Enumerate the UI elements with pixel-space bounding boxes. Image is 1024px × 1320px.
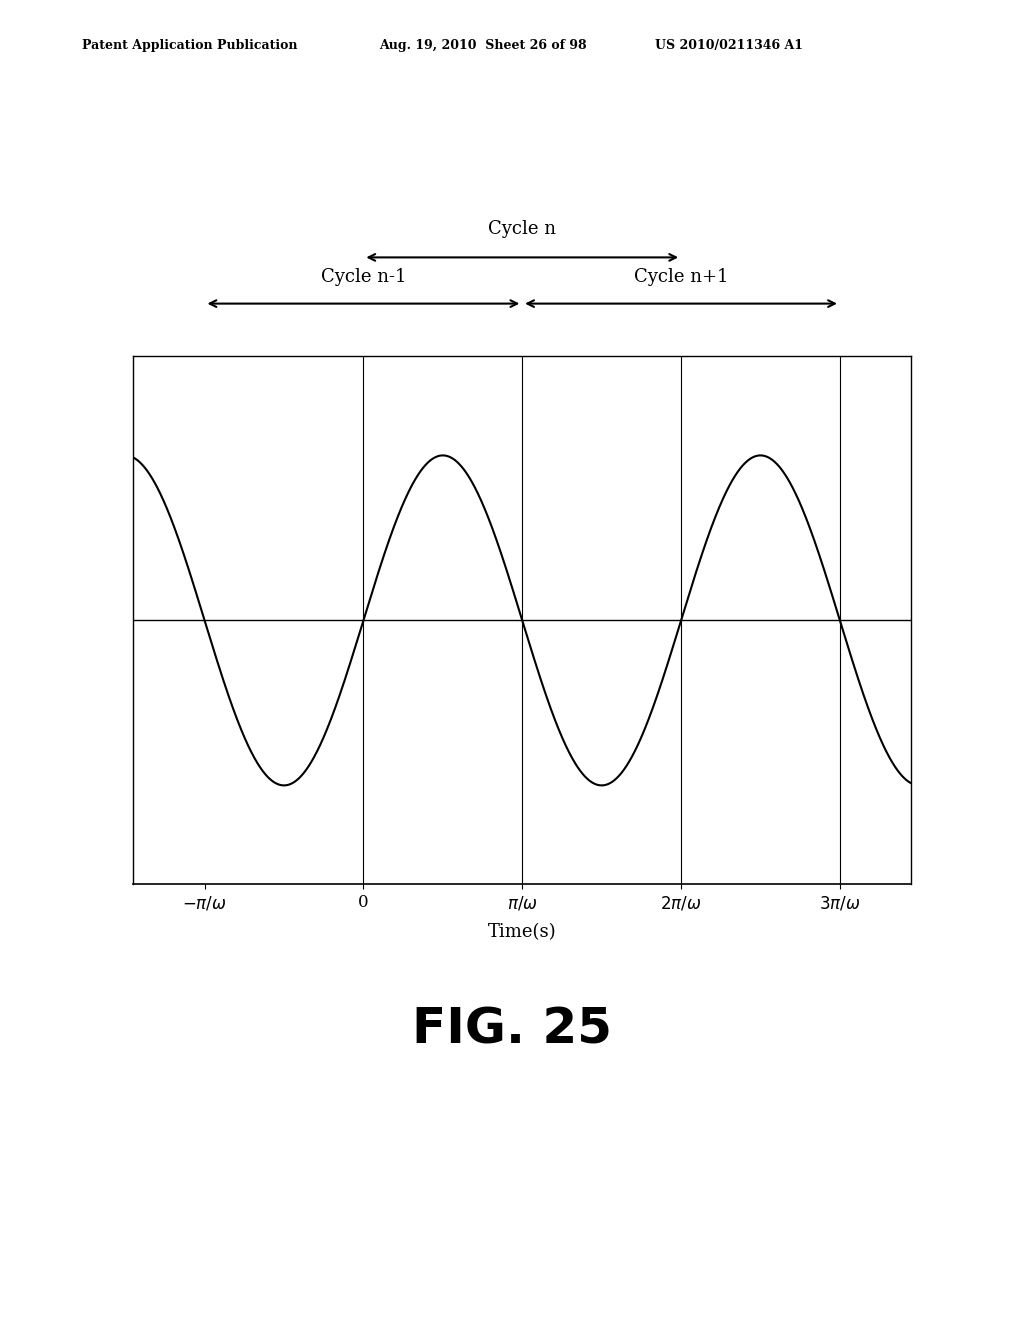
Text: US 2010/0211346 A1: US 2010/0211346 A1 — [655, 38, 804, 51]
Text: FIG. 25: FIG. 25 — [412, 1006, 612, 1053]
Text: Cycle n-1: Cycle n-1 — [321, 268, 407, 286]
X-axis label: Time(s): Time(s) — [487, 923, 557, 941]
Text: Cycle n+1: Cycle n+1 — [634, 268, 728, 286]
Text: Cycle n: Cycle n — [488, 219, 556, 238]
Text: Aug. 19, 2010  Sheet 26 of 98: Aug. 19, 2010 Sheet 26 of 98 — [379, 38, 587, 51]
Text: Patent Application Publication: Patent Application Publication — [82, 38, 297, 51]
